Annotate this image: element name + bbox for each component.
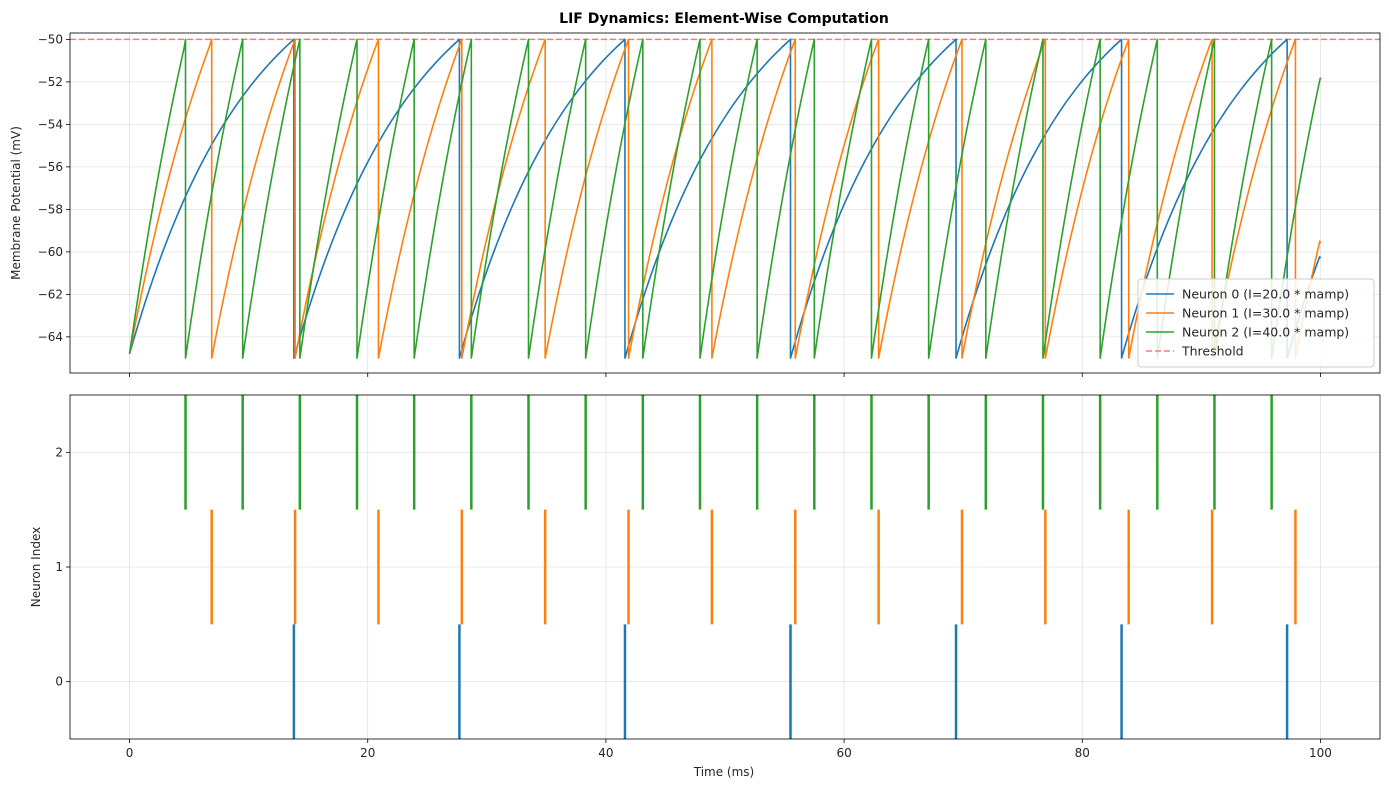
bottom-x-tick-label: 60 [836,746,851,760]
top-x-ticks [129,373,1321,377]
bottom-x-tick-label: 20 [360,746,375,760]
membrane-potential-panel: LIF Dynamics: Element-Wise Computation −… [9,11,1381,377]
bottom-x-axis-label: Time (ms) [693,765,755,779]
bottom-y-tick-label: 0 [55,675,63,689]
bottom-x-tick-label: 80 [1075,746,1090,760]
voltage-trace-neuron-2 [128,38,1322,359]
voltage-trace-neuron-0 [128,38,1322,359]
legend-label: Neuron 2 (I=40.0 * mamp) [1182,325,1349,340]
chart-title: LIF Dynamics: Element-Wise Computation [559,11,889,27]
bottom-y-ticks: 0 1 2 [55,445,70,689]
spike-raster [184,395,1297,739]
top-y-tick-label: −60 [38,245,63,259]
legend: Neuron 0 (I=20.0 * mamp) Neuron 1 (I=30.0… [1137,278,1375,368]
top-y-ticks: −64 −62 −60 −58 −56 −54 −52 −50 [38,32,70,344]
top-axes-frame [69,32,1381,374]
top-y-tick-label: −56 [38,160,63,174]
top-y-tick-label: −50 [38,32,63,46]
spike-raster-panel: 0 20 40 60 80 100 0 1 2 Time (ms) Neuron Index [29,394,1381,779]
top-y-tick-label: −54 [38,117,63,131]
bottom-y-tick-label: 1 [55,560,63,574]
top-y-tick-label: −64 [38,330,63,344]
bottom-y-tick-label: 2 [55,445,63,459]
top-y-axis-label: Membrane Potential (mV) [9,126,23,280]
voltage-traces [128,38,1322,359]
bottom-x-tick-label: 0 [126,746,134,760]
top-y-tick-label: −62 [38,287,63,301]
legend-box [1137,278,1375,368]
bottom-grid [70,395,1380,739]
top-y-tick-label: −58 [38,202,63,216]
bottom-x-tick-label: 40 [598,746,613,760]
legend-label: Neuron 0 (I=20.0 * mamp) [1182,287,1349,302]
legend-label: Neuron 1 (I=30.0 * mamp) [1182,306,1349,321]
bottom-x-ticks: 0 20 40 60 80 100 [126,739,1332,760]
bottom-x-tick-label: 100 [1309,746,1332,760]
bottom-y-axis-label: Neuron Index [29,527,43,607]
legend-label: Threshold [1181,344,1244,359]
top-y-tick-label: −52 [38,75,63,89]
voltage-trace-neuron-1 [128,38,1322,359]
